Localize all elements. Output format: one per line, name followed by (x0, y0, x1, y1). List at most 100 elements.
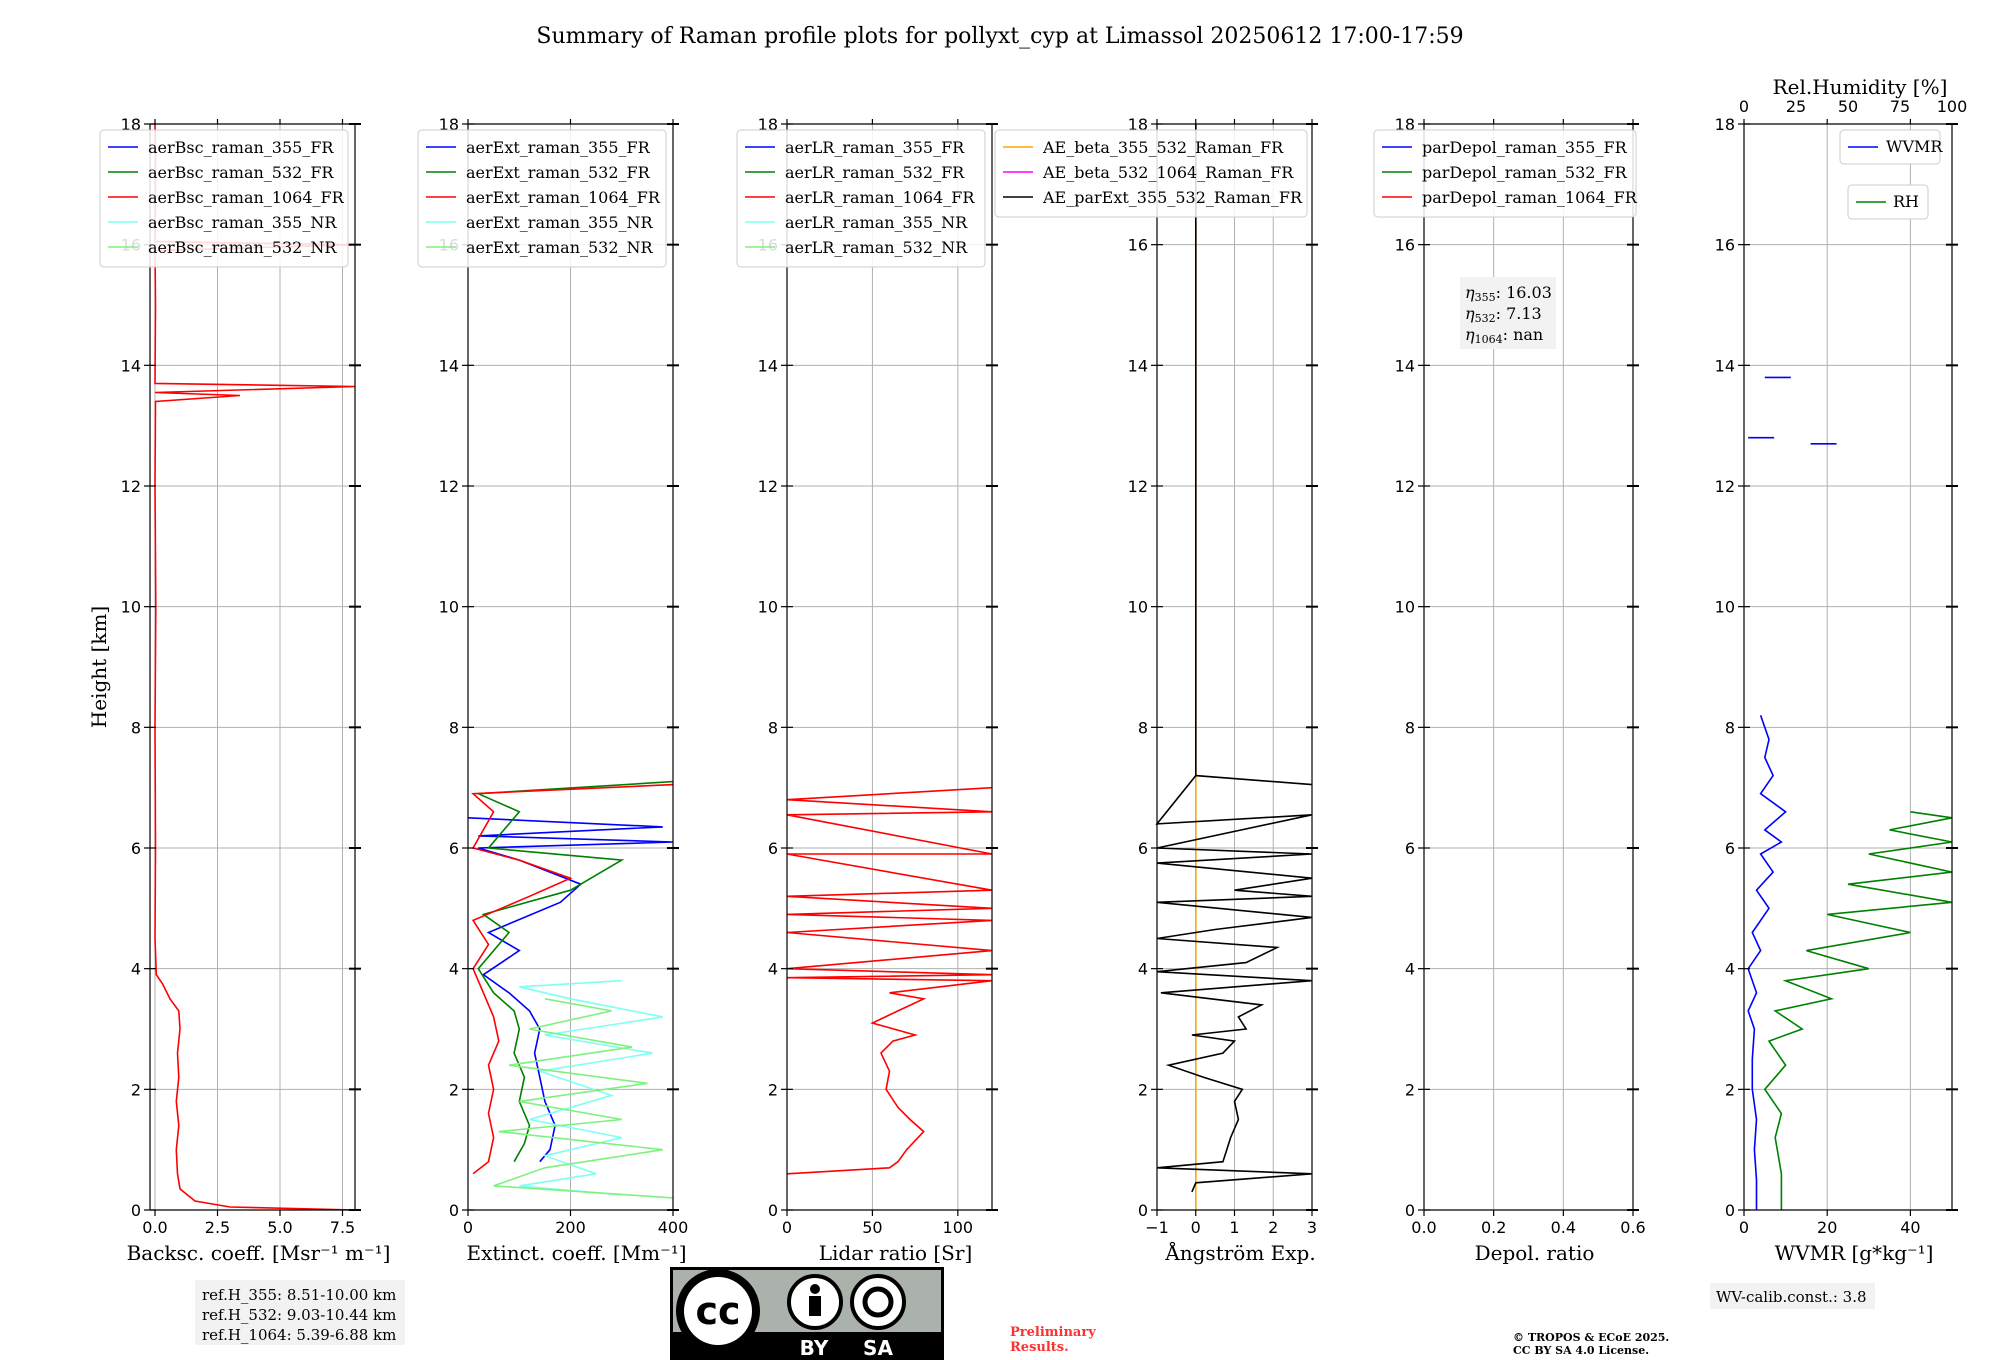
x-axis-label: Lidar ratio [Sr] (819, 1241, 973, 1265)
y-tick-label: 6 (449, 839, 459, 858)
y-tick-label: 10 (758, 598, 778, 617)
y-tick-label: 4 (768, 960, 778, 979)
top-x-axis-label: Rel.Humidity [%] (1773, 75, 1948, 99)
legend-label: aerExt_raman_532_NR (466, 238, 654, 257)
legend: aerLR_raman_355_FR aerLR_raman_532_FR aerL… (736, 129, 986, 268)
y-tick-label: 4 (1725, 960, 1735, 979)
sa-share-icon (850, 1274, 906, 1330)
x-tick-label: 0 (782, 1218, 792, 1237)
x-tick-label: 0.6 (1620, 1218, 1645, 1237)
y-tick-label: 2 (131, 1080, 141, 1099)
y-tick-label: 18 (1715, 115, 1735, 134)
series-line-aerExt_raman_355_NR (519, 979, 663, 1196)
y-tick-label: 6 (1405, 839, 1415, 858)
y-tick-label: 12 (121, 477, 141, 496)
y-tick-label: 8 (1405, 718, 1415, 737)
preliminary-label-line1: Preliminary (1010, 1325, 1096, 1340)
y-tick-label: 10 (1715, 598, 1735, 617)
panel-3: 024681012141618050100Lidar ratio [Sr]aer… (736, 115, 998, 1265)
y-tick-label: 10 (1395, 598, 1415, 617)
legend-label: aerExt_raman_1064_FR (466, 188, 661, 207)
legend-label: aerExt_raman_355_FR (466, 138, 651, 157)
y-tick-label: 10 (1128, 598, 1148, 617)
y-tick-label: 0 (131, 1201, 141, 1220)
legend-label: AE_beta_355_532_Raman_FR (1042, 138, 1284, 157)
legend: aerBsc_raman_355_FR aerBsc_raman_532_FRae… (99, 129, 349, 268)
x-axis-label: WVMR [g*kg⁻¹] (1775, 1241, 1934, 1265)
legend: parDepol_raman_355_FR parDepol_raman_532_… (1373, 129, 1638, 218)
x-axis-label: Ångström Exp. (1164, 1240, 1315, 1265)
x-tick-label: 40 (1900, 1218, 1920, 1237)
copyright-line2: CC BY SA 4.0 License. (1513, 1344, 1649, 1357)
y-tick-label: 16 (1128, 236, 1148, 255)
legend-label: parDepol_raman_355_FR (1422, 138, 1628, 157)
top-x-tick-label: 50 (1838, 97, 1858, 116)
legend-label: aerExt_raman_532_FR (466, 163, 651, 182)
cc-sa-label: SA (863, 1336, 893, 1360)
series-line-aerBsc_raman_1064_FR (154, 123, 356, 1211)
y-tick-label: 8 (1138, 718, 1148, 737)
y-tick-label: 6 (1138, 839, 1148, 858)
x-tick-label: 0 (1739, 1218, 1749, 1237)
x-tick-label: 7.5 (330, 1218, 355, 1237)
legend-label: aerLR_raman_355_FR (785, 138, 965, 157)
legend: WVMR RH (1839, 129, 1943, 220)
x-axis-label: Extinct. coeff. [Mm⁻¹] (466, 1241, 686, 1265)
y-tick-label: 6 (768, 839, 778, 858)
cc-logo-text: cc (695, 1289, 740, 1333)
y-tick-label: 4 (131, 960, 141, 979)
y-tick-label: 0 (1405, 1201, 1415, 1220)
y-tick-label: 18 (1128, 115, 1148, 134)
series-line-WVMR (1747, 715, 1787, 1210)
y-axis-label: Height [km] (87, 606, 111, 728)
legend-label: aerLR_raman_532_NR (785, 238, 968, 257)
y-tick-label: 14 (1128, 356, 1148, 375)
x-tick-label: 400 (658, 1218, 689, 1237)
y-tick-label: 18 (1395, 115, 1415, 134)
y-tick-label: 18 (758, 115, 778, 134)
eta-box (1460, 277, 1556, 349)
eta-532: η532: 7.13 (1465, 304, 1542, 325)
x-axis-label: Depol. ratio (1475, 1241, 1595, 1265)
y-tick-label: 0 (449, 1201, 459, 1220)
y-tick-label: 8 (449, 718, 459, 737)
eta-355: η355: 16.03 (1465, 283, 1552, 304)
legend-frame-rh (1847, 184, 1929, 220)
series-line-aerExt_raman_532_NR (493, 998, 674, 1199)
legend-label: WVMR (1886, 137, 1943, 156)
y-tick-label: 10 (439, 598, 459, 617)
y-tick-label: 12 (1395, 477, 1415, 496)
y-tick-label: 18 (439, 115, 459, 134)
ref-height-532: ref.H_532: 9.03-10.44 km (202, 1306, 396, 1324)
y-tick-label: 6 (1725, 839, 1735, 858)
y-tick-label: 14 (1715, 356, 1735, 375)
y-tick-label: 14 (121, 356, 141, 375)
legend-label: AE_parExt_355_532_Raman_FR (1042, 188, 1303, 207)
legend-label: parDepol_raman_1064_FR (1422, 188, 1638, 207)
legend-label: aerExt_raman_355_NR (466, 213, 654, 232)
legend-label: parDepol_raman_532_FR (1422, 163, 1628, 182)
series-line-aerLR_raman_1064_FR (786, 786, 993, 1175)
legend-label: aerBsc_raman_532_NR (148, 238, 337, 257)
legend-label: aerBsc_raman_532_FR (148, 163, 334, 182)
legend-frame (1373, 129, 1637, 218)
y-tick-label: 8 (1725, 718, 1735, 737)
y-tick-label: 0 (1725, 1201, 1735, 1220)
y-tick-label: 8 (768, 718, 778, 737)
ref-heights-box: ref.H_355: 8.51-10.00 km ref.H_532: 9.03… (195, 1280, 405, 1345)
y-tick-label: 4 (449, 960, 459, 979)
y-tick-label: 2 (1405, 1080, 1415, 1099)
y-tick-label: 10 (121, 598, 141, 617)
top-x-tick-label: 0 (1739, 97, 1749, 116)
y-tick-label: 2 (449, 1080, 459, 1099)
y-tick-label: 12 (758, 477, 778, 496)
legend-label: aerBsc_raman_1064_FR (148, 188, 345, 207)
x-tick-label: 0.0 (1411, 1218, 1436, 1237)
y-tick-label: 16 (1715, 236, 1735, 255)
x-tick-label: 0.4 (1551, 1218, 1576, 1237)
y-tick-label: 4 (1138, 960, 1148, 979)
